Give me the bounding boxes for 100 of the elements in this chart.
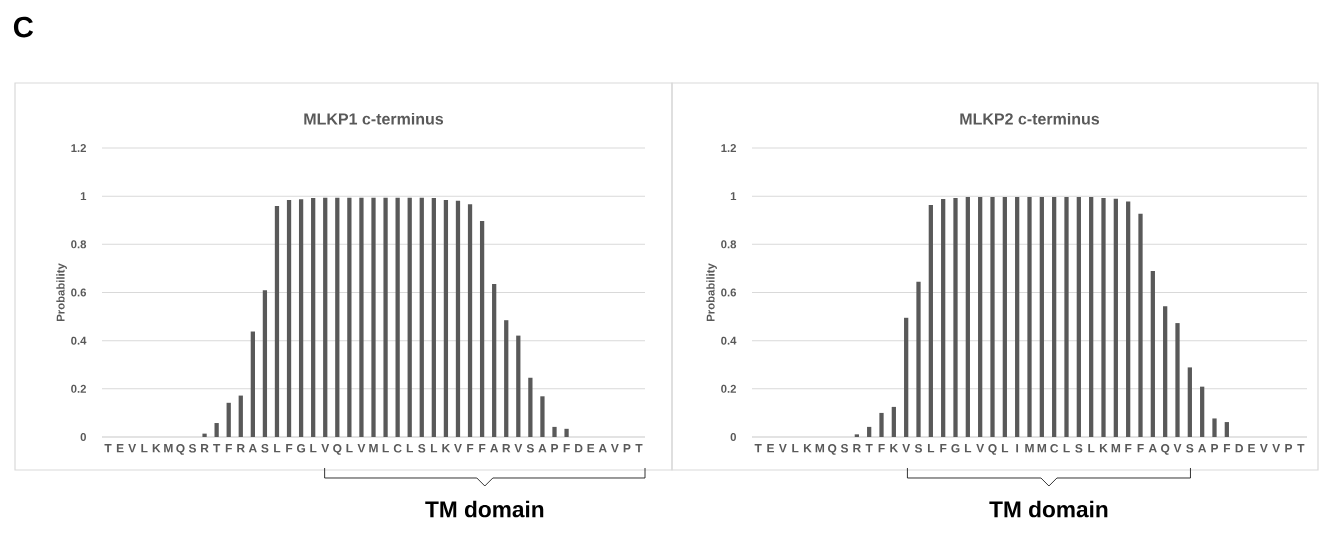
x-tick-label: F <box>563 444 570 453</box>
bar <box>467 204 473 437</box>
bar <box>1163 306 1168 437</box>
x-tick-label: V <box>321 444 330 453</box>
x-tick-label: A <box>538 444 547 453</box>
x-tick-label: T <box>1297 444 1305 453</box>
bar <box>311 198 316 437</box>
x-tick-label: L <box>141 444 148 453</box>
y-axis-title: Probability <box>56 263 67 322</box>
bar <box>323 197 328 437</box>
bar <box>383 197 388 437</box>
bar <box>516 335 521 437</box>
x-tick-label: K <box>803 444 812 453</box>
x-tick-label: T <box>865 444 873 453</box>
x-tick-label: P <box>1285 444 1293 453</box>
x-tick-label: L <box>346 444 353 453</box>
y-tick-label: 0.2 <box>721 384 737 393</box>
bar <box>1089 196 1094 437</box>
x-tick-label: C <box>1050 444 1059 453</box>
x-tick-label: Q <box>1161 444 1170 455</box>
x-tick-label: Q <box>828 444 837 455</box>
bar <box>1126 201 1131 437</box>
y-tick-label: 1.2 <box>71 144 86 152</box>
x-tick-label: R <box>853 444 861 453</box>
y-tick-label: 1 <box>730 192 737 201</box>
x-tick-label: T <box>754 444 762 453</box>
x-tick-label: M <box>164 444 173 453</box>
x-tick-label: T <box>635 444 643 453</box>
x-tick-label: V <box>778 444 787 453</box>
x-tick-label: Q <box>176 444 185 455</box>
x-tick-label: S <box>1075 444 1083 453</box>
x-tick-label: S <box>526 444 534 453</box>
bar <box>1175 323 1180 437</box>
bar <box>371 197 376 437</box>
x-tick-label: L <box>964 444 972 453</box>
x-tick-label: L <box>1088 444 1095 453</box>
bar <box>904 317 909 437</box>
chart-title: MLKP1 c-terminus <box>304 112 444 125</box>
bar <box>455 200 461 437</box>
x-tick-label: V <box>1259 444 1268 453</box>
y-tick-label: 0.4 <box>71 336 87 345</box>
x-tick-label: L <box>430 444 438 453</box>
x-tick-label: F <box>225 444 232 453</box>
x-tick-label: S <box>840 444 849 453</box>
bar <box>854 434 859 437</box>
bar <box>990 196 995 437</box>
x-tick-label: A <box>1148 444 1157 453</box>
x-tick-label: I <box>1016 444 1019 453</box>
bar <box>479 220 485 437</box>
bar <box>916 281 921 437</box>
x-tick-label: M <box>815 444 825 453</box>
x-tick-label: V <box>610 444 619 453</box>
bar <box>298 199 304 437</box>
bar <box>226 402 231 437</box>
x-tick-label: V <box>1173 444 1182 453</box>
x-tick-label: V <box>128 444 137 453</box>
y-tick-label: 0.8 <box>721 240 737 249</box>
x-tick-label: G <box>296 444 306 453</box>
y-tick-label: 0.6 <box>721 288 737 297</box>
x-tick-label: K <box>890 444 899 453</box>
bar <box>407 197 412 437</box>
bar <box>431 198 436 437</box>
bar <box>1150 271 1155 437</box>
bar <box>965 196 970 437</box>
bar <box>395 197 400 437</box>
bar <box>1113 198 1118 437</box>
x-tick-label: T <box>213 444 221 453</box>
bar <box>928 205 933 437</box>
bar <box>202 433 207 437</box>
bar <box>1015 196 1020 437</box>
bar <box>1101 198 1106 437</box>
x-tick-label: R <box>502 444 511 453</box>
x-tick-label: F <box>878 444 885 453</box>
x-tick-label: V <box>1272 444 1281 453</box>
y-tick-label: 0 <box>730 433 736 442</box>
x-tick-label: E <box>767 444 775 453</box>
bar <box>419 197 424 437</box>
bar <box>879 412 884 437</box>
bar <box>359 197 364 437</box>
x-tick-label: P <box>551 444 559 453</box>
bar <box>1187 367 1192 437</box>
x-tick-label: Q <box>988 444 997 455</box>
y-tick-label: 0 <box>80 433 86 442</box>
x-tick-label: V <box>454 444 462 453</box>
bar <box>1212 418 1217 437</box>
x-tick-label: F <box>467 444 474 453</box>
y-tick-label: 1.2 <box>721 144 737 152</box>
x-tick-label: S <box>261 444 269 453</box>
x-tick-label: K <box>152 444 161 453</box>
bar <box>347 197 352 437</box>
x-tick-label: S <box>188 444 197 453</box>
x-tick-label: V <box>976 444 985 453</box>
x-tick-label: L <box>310 444 317 453</box>
bar <box>274 206 280 437</box>
x-tick-label: L <box>927 444 935 453</box>
x-tick-label: M <box>1025 444 1034 453</box>
x-tick-label: F <box>286 444 293 453</box>
bar <box>1138 213 1143 437</box>
x-tick-label: Q <box>333 444 342 455</box>
bar <box>1200 386 1205 437</box>
